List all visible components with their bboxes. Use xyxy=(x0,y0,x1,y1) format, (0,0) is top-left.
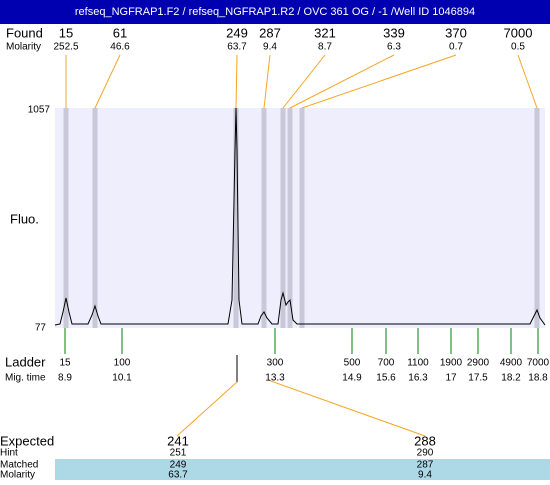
title: refseq_NGFRAP1.F2 / refseq_NGFRAP1.R2 / … xyxy=(75,6,475,18)
expected-value: 290 xyxy=(417,448,434,459)
mig-time: 18.2 xyxy=(501,373,521,384)
mig-time: 17.5 xyxy=(468,373,488,384)
mig-time: 16.3 xyxy=(408,373,428,384)
peak-band xyxy=(287,108,293,328)
expected-row-label: Expected xyxy=(0,433,54,448)
found-label: Found xyxy=(6,25,43,40)
trace xyxy=(54,107,546,326)
connector xyxy=(267,379,426,437)
mig-time: 17 xyxy=(445,373,457,384)
expected-value: 287 xyxy=(417,460,434,471)
ladder-size: 2900 xyxy=(467,358,490,369)
found-molarity: 46.6 xyxy=(110,42,130,53)
connector xyxy=(517,54,538,109)
found-molarity: 6.3 xyxy=(387,42,401,53)
ladder-size: 4900 xyxy=(500,358,523,369)
found-size: 287 xyxy=(259,25,281,40)
ladder-size: 1100 xyxy=(407,358,429,369)
found-size: 61 xyxy=(113,25,127,40)
molarity-label: Molarity xyxy=(6,42,41,53)
mig-time: 18.8 xyxy=(528,373,548,384)
mig-time: 14.9 xyxy=(342,373,362,384)
expected-row-label: Molarity xyxy=(0,470,35,480)
found-size: 321 xyxy=(314,25,336,40)
peak-band xyxy=(534,108,540,328)
connector xyxy=(282,54,326,109)
y-top: 1057 xyxy=(28,105,51,116)
expected-value: 251 xyxy=(170,448,187,459)
connector xyxy=(94,54,121,109)
ladder-size: 300 xyxy=(267,358,284,369)
matched-band xyxy=(55,459,550,480)
expected-value: 63.7 xyxy=(168,470,188,480)
found-size: 15 xyxy=(59,25,73,40)
expected-value: 9.4 xyxy=(418,470,432,480)
peak-band xyxy=(280,108,286,328)
y-bottom: 77 xyxy=(35,323,47,334)
mig-time: 8.9 xyxy=(58,373,72,384)
ladder-size: 100 xyxy=(114,358,131,369)
connector xyxy=(301,54,457,109)
found-molarity: 8.7 xyxy=(318,42,332,53)
mig-time: 10.1 xyxy=(112,373,132,384)
ladder-size: 15 xyxy=(59,358,71,369)
expected-value: 249 xyxy=(170,460,187,471)
ladder-size: 500 xyxy=(344,358,361,369)
connector xyxy=(263,54,271,109)
found-size: 7000 xyxy=(504,25,533,40)
mig-time: 13.3 xyxy=(265,373,285,384)
peak-band xyxy=(299,108,305,328)
found-molarity: 252.5 xyxy=(53,42,78,53)
peak-band xyxy=(92,108,98,328)
found-size: 339 xyxy=(383,25,405,40)
peak-band xyxy=(63,108,69,328)
found-size: 370 xyxy=(445,25,467,40)
mig-time: 15.6 xyxy=(376,373,396,384)
found-molarity: 9.4 xyxy=(263,42,277,53)
ladder-size: 1900 xyxy=(440,358,463,369)
peak-band xyxy=(233,108,239,328)
peak-band xyxy=(261,108,267,328)
expected-row-label: Hint xyxy=(0,448,18,459)
connector xyxy=(235,54,238,109)
expected-value: 288 xyxy=(414,433,436,448)
mig-label: Mig. time xyxy=(5,373,46,384)
ladder-size: 700 xyxy=(378,358,395,369)
connector xyxy=(289,54,395,109)
connector xyxy=(176,381,238,437)
ladder-size: 7000 xyxy=(527,358,550,369)
y-label: Fluo. xyxy=(10,211,39,226)
expected-row-label: Matched xyxy=(0,460,38,471)
found-molarity: 0.7 xyxy=(449,42,463,53)
found-size: 249 xyxy=(226,25,248,40)
found-molarity: 0.5 xyxy=(511,42,525,53)
expected-value: 241 xyxy=(167,433,189,448)
ladder-label: Ladder xyxy=(5,354,46,369)
title-bar xyxy=(0,0,550,24)
found-molarity: 63.7 xyxy=(227,42,247,53)
